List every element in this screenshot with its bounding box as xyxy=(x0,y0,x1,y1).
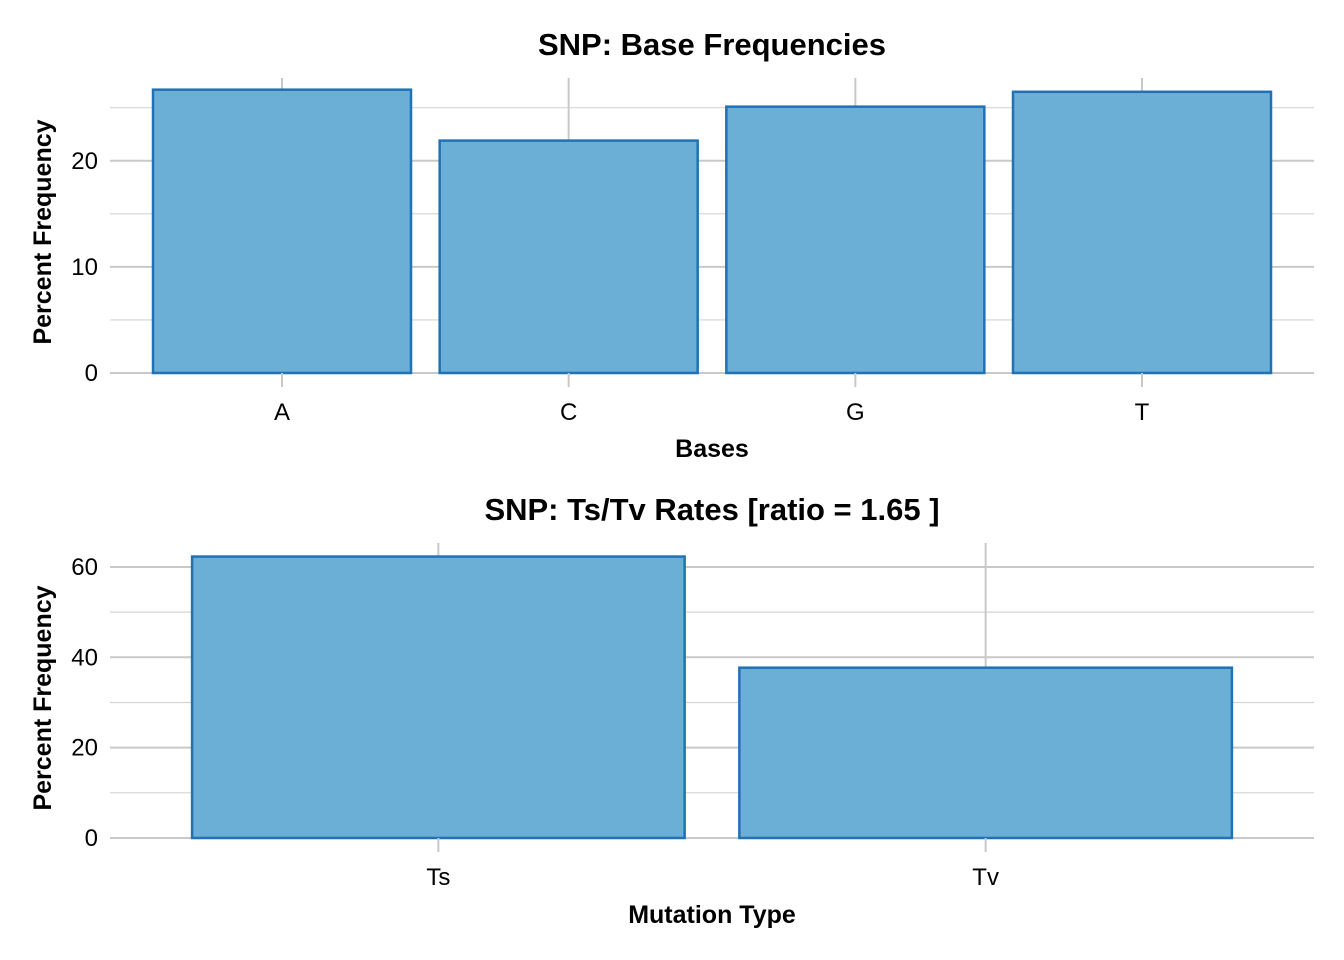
chart-panel-tstv-rates: SNP: Ts/Tv Rates [ratio = 1.65 ] 0 20 40 60… xyxy=(29,492,1314,929)
bar-tv xyxy=(738,666,1234,840)
x-tick-label: A xyxy=(274,399,290,426)
x-axis-label: Mutation Type xyxy=(628,901,796,929)
chart-title: SNP: Base Frequencies xyxy=(538,27,886,62)
plot-area: 0 20 40 60 Ts Tv xyxy=(71,543,1314,891)
x-tick-label: C xyxy=(560,399,577,426)
bar-t xyxy=(1011,90,1273,375)
chart-title: SNP: Ts/Tv Rates [ratio = 1.65 ] xyxy=(484,492,939,527)
y-tick-label: 40 xyxy=(71,644,98,671)
x-tick-label: G xyxy=(846,399,865,426)
bar-g xyxy=(725,105,986,375)
y-tick-label: 0 xyxy=(85,360,98,387)
x-tick-label: Ts xyxy=(426,864,450,891)
y-tick-label: 10 xyxy=(71,254,98,281)
y-axis-label: Percent Frequency xyxy=(29,119,57,344)
x-tick-label: Tv xyxy=(972,864,999,891)
x-tick-label: T xyxy=(1135,399,1150,426)
bar-c xyxy=(438,139,699,375)
x-axis-label: Bases xyxy=(675,435,749,463)
chart-panel-base-frequencies: SNP: Base Frequencies 0 10 20 A C G T Bases Pe… xyxy=(29,27,1314,463)
y-tick-label: 20 xyxy=(71,735,98,762)
bar-a xyxy=(151,88,413,375)
y-tick-label: 20 xyxy=(71,148,98,175)
bar-ts xyxy=(190,555,686,840)
plot-area: 0 10 20 A C G T xyxy=(71,78,1314,426)
y-tick-label: 0 xyxy=(85,825,98,852)
y-tick-label: 60 xyxy=(71,554,98,581)
y-axis-label: Percent Frequency xyxy=(29,585,57,810)
